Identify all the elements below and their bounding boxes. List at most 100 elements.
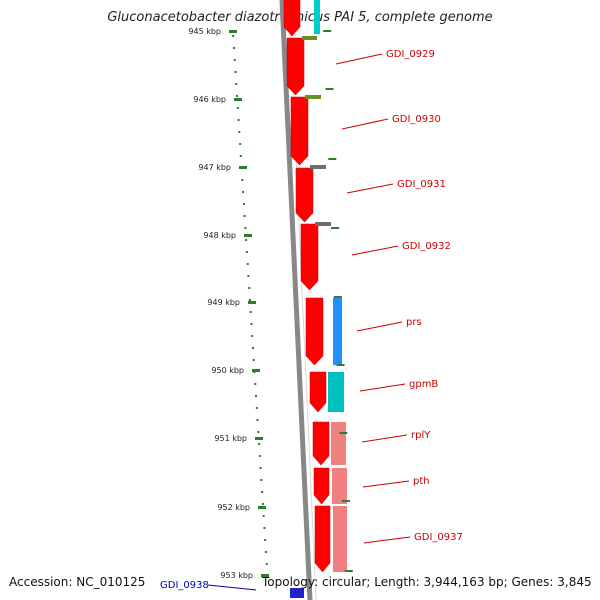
gene-label: GDI_0937 [414, 532, 463, 543]
scale-dot [239, 143, 242, 145]
track-tick [325, 88, 334, 90]
gene-label: GDI_0932 [402, 241, 451, 252]
gene-label: GDI_0929 [386, 49, 435, 60]
scale-dot [256, 419, 259, 421]
cog-block [332, 468, 347, 504]
gene-leader-line [362, 480, 410, 488]
scale-dot [233, 59, 236, 61]
cog-block [324, 298, 334, 338]
scale-dot [238, 131, 241, 133]
scale-dot [245, 251, 248, 253]
cog-block [302, 36, 317, 40]
cog-block [314, 0, 320, 34]
scale-dot [236, 107, 239, 109]
cds-arrow [314, 505, 331, 573]
gene-leader-line [341, 118, 389, 130]
scale-dot [233, 47, 235, 49]
scale-tick-label: 953 kbp [220, 571, 253, 580]
gene-label: gpmB [409, 379, 438, 390]
scale-dot [258, 455, 261, 457]
scale-dot [263, 527, 266, 529]
scale-dot [265, 563, 268, 565]
accession-text: Accession: NC_010125 [9, 575, 146, 589]
scale-dot [243, 215, 246, 217]
backbone-outer-line [279, 0, 313, 600]
scale-tick [239, 166, 247, 169]
gene-label: GDI_0938 [160, 580, 209, 591]
scale-tick-label: 950 kbp [211, 366, 244, 375]
scale-tick [261, 574, 269, 577]
gene-leader-line [359, 383, 406, 392]
track-tick [344, 570, 353, 572]
scale-tick [248, 301, 256, 304]
scale-dot [261, 503, 264, 505]
scale-dot [264, 539, 267, 541]
scale-dot [236, 95, 238, 97]
gene-leader-line [351, 245, 399, 256]
cds-arrow [313, 467, 330, 505]
scale-tick [255, 437, 263, 440]
cds-arrow [283, 0, 301, 37]
scale-dot [241, 179, 244, 181]
gene-938-feature [290, 588, 304, 598]
scale-dot [239, 155, 242, 157]
gene-label: prs [406, 317, 422, 328]
gene-label: pth [413, 476, 430, 487]
scale-tick-label: 951 kbp [214, 434, 247, 443]
scale-dot [234, 71, 237, 73]
cds-arrow [309, 371, 327, 413]
scale-tick [234, 98, 242, 101]
scale-dot [247, 275, 250, 277]
scale-dot [242, 203, 245, 205]
scale-dot [246, 263, 249, 265]
scale-dot [260, 479, 263, 481]
scale-dot [262, 515, 265, 517]
scale-dot [254, 383, 257, 385]
gene-label: rplY [411, 430, 431, 441]
cog-block [328, 372, 344, 412]
topology-text: Topology: circular; Length: 3,944,163 bp… [262, 575, 592, 589]
scale-dot [251, 335, 254, 337]
scale-tick-label: 948 kbp [203, 231, 236, 240]
scale-dot [248, 287, 251, 289]
scale-ruler: 945 kbp 946 kbp 947 kbp 948 kbp 949 kbp 950 k… [188, 27, 269, 580]
scale-tick-label: 945 kbp [188, 27, 221, 36]
scale-tick [229, 30, 237, 33]
track-tick [339, 432, 348, 434]
scale-dot [232, 35, 235, 37]
track-tick [328, 158, 337, 160]
scale-dot [252, 347, 254, 349]
scale-dot [258, 443, 261, 445]
cds-arrow [290, 96, 309, 166]
scale-dot [255, 407, 258, 409]
scale-dot [255, 395, 257, 397]
scale-dot [235, 83, 238, 85]
track-tick [323, 30, 332, 32]
scale-dot [242, 191, 245, 193]
gene-leader-line [361, 434, 408, 443]
scale-tick [252, 369, 260, 372]
cog-block [333, 298, 342, 365]
scale-tick-label: 949 kbp [207, 298, 240, 307]
scale-dot [248, 299, 251, 301]
scale-tick-label: 952 kbp [217, 503, 250, 512]
scale-tick [244, 234, 252, 237]
cds-arrow [286, 37, 305, 96]
track-tick [336, 364, 345, 366]
track-tick [331, 227, 340, 229]
cog-block [331, 422, 346, 465]
gene-leader-line [335, 53, 383, 65]
gene-leader-line [356, 321, 403, 332]
gene-label: GDI_0930 [392, 114, 441, 125]
scale-dot [245, 239, 248, 241]
feature-track [283, 0, 353, 598]
gene-leader-line [363, 536, 411, 544]
cog-block [333, 506, 347, 572]
gene-leader-line [346, 183, 394, 194]
scale-dot [264, 551, 267, 553]
cds-arrow [312, 421, 330, 466]
track-tick [333, 296, 342, 298]
cog-block [305, 95, 321, 99]
